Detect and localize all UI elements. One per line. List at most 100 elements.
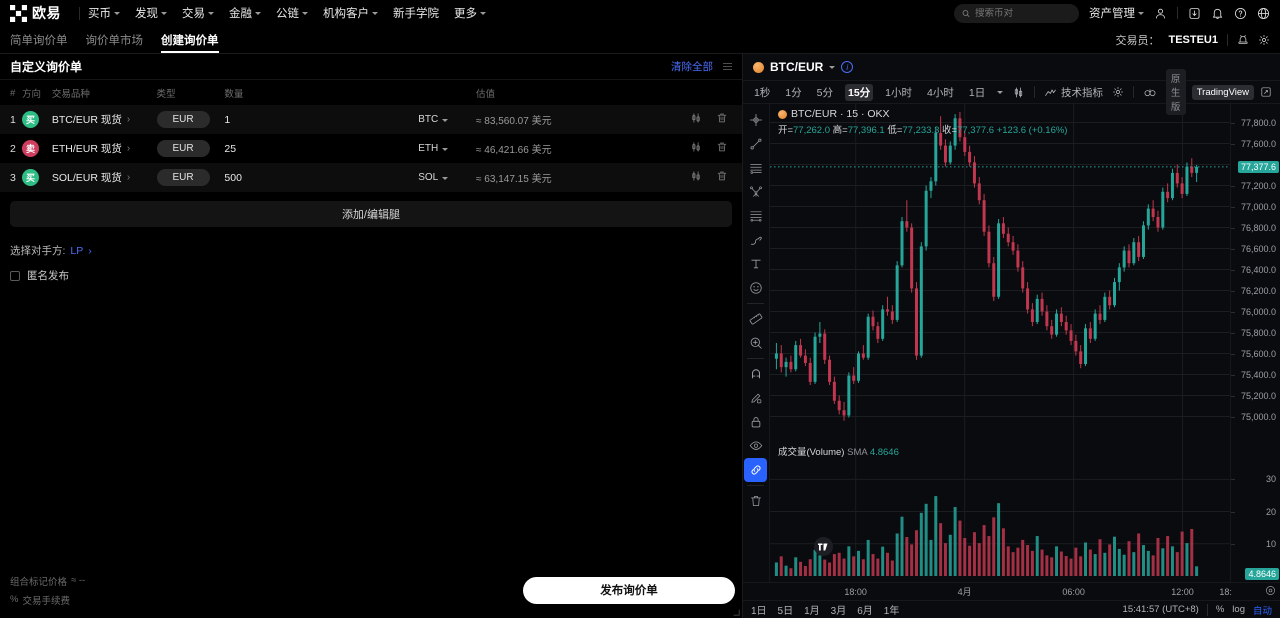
row-currency[interactable]: BTC bbox=[418, 105, 476, 134]
nav-item-buy-crypto[interactable]: 买币 bbox=[88, 5, 120, 21]
settings-gear-icon[interactable] bbox=[1258, 34, 1270, 46]
type-pill[interactable]: EUR bbox=[156, 169, 210, 186]
crosshair-icon[interactable] bbox=[744, 108, 767, 132]
row-quantity[interactable]: 1 bbox=[224, 105, 418, 134]
measure-ruler-icon[interactable] bbox=[744, 307, 767, 331]
row-currency[interactable]: ETH bbox=[418, 134, 476, 163]
delete-icon[interactable] bbox=[716, 170, 728, 185]
text-tool-icon[interactable] bbox=[744, 252, 767, 276]
chevron-down-icon[interactable] bbox=[829, 66, 836, 69]
chart-canvas[interactable]: BTC/EUR · 15 · OKX 开=77,262.0 高=77,396.1… bbox=[769, 104, 1230, 582]
chevron-down-icon[interactable] bbox=[997, 91, 1004, 94]
bell-icon[interactable] bbox=[1211, 7, 1224, 20]
emoji-icon[interactable] bbox=[744, 276, 767, 300]
row-side[interactable]: 买 bbox=[21, 105, 52, 134]
fib-retracement-icon[interactable] bbox=[744, 204, 767, 228]
range-3m[interactable]: 3月 bbox=[830, 606, 847, 617]
auto-scale-button[interactable]: 自动 bbox=[1252, 605, 1272, 617]
row-quantity[interactable]: 25 bbox=[224, 134, 418, 163]
timeframe-1s[interactable]: 1秒 bbox=[753, 86, 771, 99]
magnet-icon[interactable] bbox=[744, 362, 767, 386]
range-6m[interactable]: 6月 bbox=[857, 606, 873, 617]
candlestick-chart-icon[interactable] bbox=[690, 141, 702, 156]
indicators-button[interactable]: 技术指标 bbox=[1044, 85, 1103, 100]
stay-in-drawing-mode-icon[interactable] bbox=[744, 386, 767, 410]
timeframe-4h[interactable]: 4小时 bbox=[927, 86, 954, 99]
fib-pitchfork-icon[interactable] bbox=[744, 180, 767, 204]
timeframe-1m[interactable]: 1分 bbox=[785, 86, 802, 99]
range-1d[interactable]: 1日 bbox=[750, 606, 767, 617]
quantity-input[interactable]: 500 bbox=[224, 171, 242, 184]
row-type[interactable]: EUR bbox=[156, 163, 225, 192]
timeframe-1h[interactable]: 1小时 bbox=[885, 86, 913, 99]
range-1y[interactable]: 1年 bbox=[883, 606, 900, 617]
nav-item-finance[interactable]: 金融 bbox=[229, 5, 261, 21]
nav-item-discover[interactable]: 发现 bbox=[135, 5, 167, 21]
nav-item-institutional[interactable]: 机构客户 bbox=[323, 5, 378, 21]
nav-item-more[interactable]: 更多 bbox=[454, 5, 486, 21]
type-pill[interactable]: EUR bbox=[156, 111, 210, 128]
lock-drawings-icon[interactable] bbox=[744, 410, 767, 434]
fullscreen-icon[interactable] bbox=[1260, 86, 1272, 98]
horizontal-lines-icon[interactable] bbox=[744, 156, 767, 180]
compare-symbols-icon[interactable] bbox=[1143, 86, 1157, 99]
tradingview-logo-icon[interactable] bbox=[813, 537, 833, 556]
range-5d[interactable]: 5日 bbox=[777, 606, 794, 617]
info-icon[interactable]: i bbox=[841, 61, 854, 73]
candlestick-chart-icon[interactable] bbox=[690, 170, 702, 185]
row-instrument[interactable]: BTC/EUR 现货 › bbox=[52, 105, 157, 134]
mode-native-button[interactable]: 原生版 bbox=[1165, 69, 1186, 115]
timeframe-15m[interactable]: 15分 bbox=[844, 83, 874, 101]
publish-rfq-button[interactable]: 发布询价单 bbox=[523, 576, 735, 604]
nav-item-chain[interactable]: 公链 bbox=[276, 5, 308, 21]
download-icon[interactable] bbox=[1188, 7, 1201, 20]
time-axis[interactable]: 18:00 4月 06:00 12:00 18: bbox=[742, 582, 1280, 600]
chart-type-candles-icon[interactable] bbox=[1012, 86, 1025, 99]
chart-settings-gear-icon[interactable] bbox=[1112, 86, 1124, 98]
hide-drawings-eye-icon[interactable] bbox=[744, 434, 767, 458]
percent-scale-button[interactable]: % bbox=[1215, 604, 1225, 615]
help-icon[interactable] bbox=[1234, 7, 1247, 20]
nav-item-academy[interactable]: 新手学院 bbox=[393, 5, 439, 21]
row-type[interactable]: EUR bbox=[156, 105, 225, 134]
table-row[interactable]: 2 卖 ETH/EUR 现货 › EUR bbox=[0, 134, 742, 163]
asset-management-menu[interactable]: 资产管理 bbox=[1089, 5, 1144, 21]
counterparty-selector[interactable]: LP bbox=[70, 244, 84, 257]
panel-resize-handle[interactable] bbox=[722, 63, 732, 70]
tab-create-rfq[interactable]: 创建询价单 bbox=[161, 26, 219, 53]
log-scale-button[interactable]: log bbox=[1232, 604, 1245, 615]
row-currency[interactable]: SOL bbox=[418, 163, 476, 192]
tab-rfq-market[interactable]: 询价单市场 bbox=[85, 34, 144, 47]
row-quantity[interactable]: 500 bbox=[224, 163, 418, 192]
alert-bell-icon[interactable] bbox=[1237, 34, 1249, 46]
range-1m[interactable]: 1月 bbox=[804, 606, 820, 617]
delete-icon[interactable] bbox=[716, 112, 728, 127]
add-edit-leg-button[interactable]: 添加/编辑腿 bbox=[10, 201, 732, 227]
user-icon[interactable] bbox=[1154, 7, 1167, 20]
price-axis[interactable]: 77,800.0 77,600.0 77,200.0 77,000.0 76,800.0… bbox=[1230, 104, 1280, 582]
search-box[interactable] bbox=[954, 3, 1079, 23]
quantity-input[interactable]: 25 bbox=[224, 142, 237, 155]
okx-logo[interactable]: 欧易 bbox=[10, 3, 61, 23]
timeframe-1d[interactable]: 1日 bbox=[968, 86, 986, 99]
quantity-input[interactable]: 1 bbox=[224, 113, 231, 126]
globe-icon[interactable] bbox=[1257, 7, 1270, 20]
row-type[interactable]: EUR bbox=[156, 134, 225, 163]
chevron-right-icon[interactable]: › bbox=[88, 244, 92, 257]
nav-item-trade[interactable]: 交易 bbox=[182, 5, 214, 21]
table-row[interactable]: 1 买 BTC/EUR 现货 › EUR bbox=[0, 105, 742, 134]
type-pill[interactable]: EUR bbox=[156, 140, 210, 157]
row-instrument[interactable]: SOL/EUR 现货 › bbox=[52, 163, 157, 192]
mode-tradingview-button[interactable]: TradingView bbox=[1191, 84, 1254, 100]
resize-corner-icon[interactable] bbox=[732, 608, 740, 616]
candlestick-chart-icon[interactable] bbox=[690, 112, 702, 127]
remove-drawings-trash-icon[interactable] bbox=[744, 489, 767, 513]
row-side[interactable]: 卖 bbox=[21, 134, 52, 163]
table-row[interactable]: 3 买 SOL/EUR 现货 › EUR bbox=[0, 163, 742, 192]
brush-icon[interactable] bbox=[744, 228, 767, 252]
row-instrument[interactable]: ETH/EUR 现货 › bbox=[52, 134, 157, 163]
anonymous-checkbox[interactable] bbox=[10, 270, 20, 281]
sync-drawings-link-icon[interactable] bbox=[744, 458, 768, 482]
search-input[interactable] bbox=[974, 7, 1071, 19]
row-side[interactable]: 买 bbox=[21, 163, 52, 192]
